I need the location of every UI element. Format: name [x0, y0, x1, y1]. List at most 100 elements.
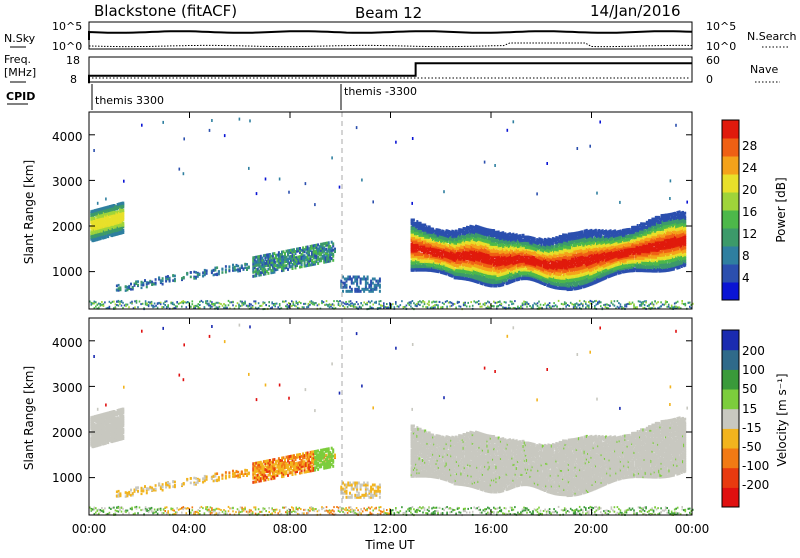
power-echo-cell [195, 305, 197, 307]
power-echo-cell [214, 267, 216, 270]
power-echo-cell [211, 272, 213, 275]
power-echo-cell [650, 303, 652, 305]
power-echo-cell [104, 301, 106, 303]
power-echo-cell [639, 304, 641, 306]
power-echo-cell [91, 303, 93, 305]
nave-tick-top: 60 [706, 54, 720, 67]
power-echo-cell [437, 306, 439, 308]
power-echo-cell [154, 306, 156, 308]
power-echo-cell [121, 301, 123, 303]
power-echo-cell [180, 302, 182, 304]
power-echo-cell [487, 306, 489, 308]
power-echo-cell [225, 304, 227, 306]
power-echo-cell [513, 303, 515, 305]
power-echo-cell [250, 304, 252, 306]
power-echo-cell [98, 303, 100, 305]
power-echo-cell [130, 302, 132, 304]
power-echo-cell [183, 300, 185, 302]
power-echo-cell [561, 303, 563, 305]
power-echo-cell [204, 269, 206, 272]
power-echo-cell [433, 305, 435, 307]
power-echo-cell [645, 301, 647, 303]
power-echo-cell [363, 276, 365, 279]
power-echo-cell [136, 302, 138, 304]
power-echo-cell [546, 305, 548, 307]
power-echo-cell [525, 301, 527, 303]
power-echo-cell [141, 281, 143, 284]
power-echo-cell [476, 301, 478, 303]
power-echo-cell [632, 302, 634, 304]
power-echo-cell [183, 277, 185, 280]
power-echo-cell [246, 305, 248, 307]
power-echo-cell [475, 302, 477, 304]
power-echo-cell [167, 278, 169, 281]
power-echo-cell [273, 304, 275, 306]
power-echo-cell [596, 304, 598, 306]
power-echo-cell [562, 303, 564, 305]
power-echo-cell [514, 300, 516, 302]
power-echo-cell [457, 302, 459, 304]
power-echo-cell [165, 277, 167, 280]
power-echo-cell [315, 302, 317, 304]
power-echo-cell [591, 301, 593, 303]
power-echo-cell [599, 301, 601, 303]
power-echo-cell [397, 305, 399, 307]
power-echo-cell [169, 279, 171, 282]
power-echo-cell [112, 301, 114, 303]
power-echo-cell [160, 280, 162, 283]
power-echo-cell [433, 301, 435, 303]
power-echo-cell [195, 271, 197, 274]
power-echo-cell [553, 302, 555, 304]
power-echo-cell [346, 284, 348, 287]
power-echo-cell [240, 300, 242, 302]
power-echo-cell [101, 301, 103, 303]
power-echo-cell [400, 304, 402, 306]
power-echo-cell [250, 307, 252, 309]
power-echo-cell [181, 306, 183, 308]
power-echo-cell [392, 303, 394, 305]
power-echo-cell [103, 305, 105, 307]
power-echo-cell [594, 300, 596, 302]
power-echo-cell [358, 276, 360, 279]
power-echo-cell [596, 300, 598, 302]
power-echo-cell [621, 306, 623, 308]
power-echo-cell [94, 302, 96, 304]
power-echo-cell [271, 301, 273, 303]
power-echo-cell [119, 303, 121, 305]
power-echo-cell [170, 302, 172, 304]
power-echo-cell [367, 288, 369, 291]
power-echo-cell [478, 303, 480, 305]
power-echo-cell [208, 305, 210, 307]
power-echo-cell [416, 305, 418, 307]
power-echo-cell [579, 300, 581, 302]
power-echo-cell [660, 301, 662, 303]
power-echo-cell [428, 304, 430, 306]
power-echo-cell [119, 286, 121, 289]
power-echo-cell [167, 275, 169, 278]
power-echo-cell [216, 306, 218, 308]
power-echo-cell [369, 302, 371, 304]
power-echo-cell [98, 307, 100, 309]
power-echo-cell [357, 303, 359, 305]
power-echo-cell [126, 289, 128, 292]
power-echo-cell [479, 303, 481, 305]
power-echo-cell [218, 270, 220, 273]
power-echo-cell [422, 301, 424, 303]
power-echo-cell [146, 286, 148, 289]
power-echo-cell [505, 302, 507, 304]
cpid-segment-1: themis -3300 [344, 85, 417, 98]
power-echo-cell [532, 304, 534, 306]
power-echo-cell [526, 306, 528, 308]
power-echo-cell [243, 304, 245, 306]
power-echo-cell [110, 302, 112, 304]
power-echo-cell [221, 268, 223, 271]
power-echo-cell [330, 304, 332, 306]
power-echo-cell [192, 303, 194, 305]
power-echo-cell [202, 301, 204, 303]
power-echo-cell [206, 269, 208, 272]
power-echo-cell [451, 305, 453, 307]
power-echo-cell [166, 300, 168, 302]
power-echo-cell [214, 269, 216, 272]
power-echo-cell [379, 290, 381, 293]
